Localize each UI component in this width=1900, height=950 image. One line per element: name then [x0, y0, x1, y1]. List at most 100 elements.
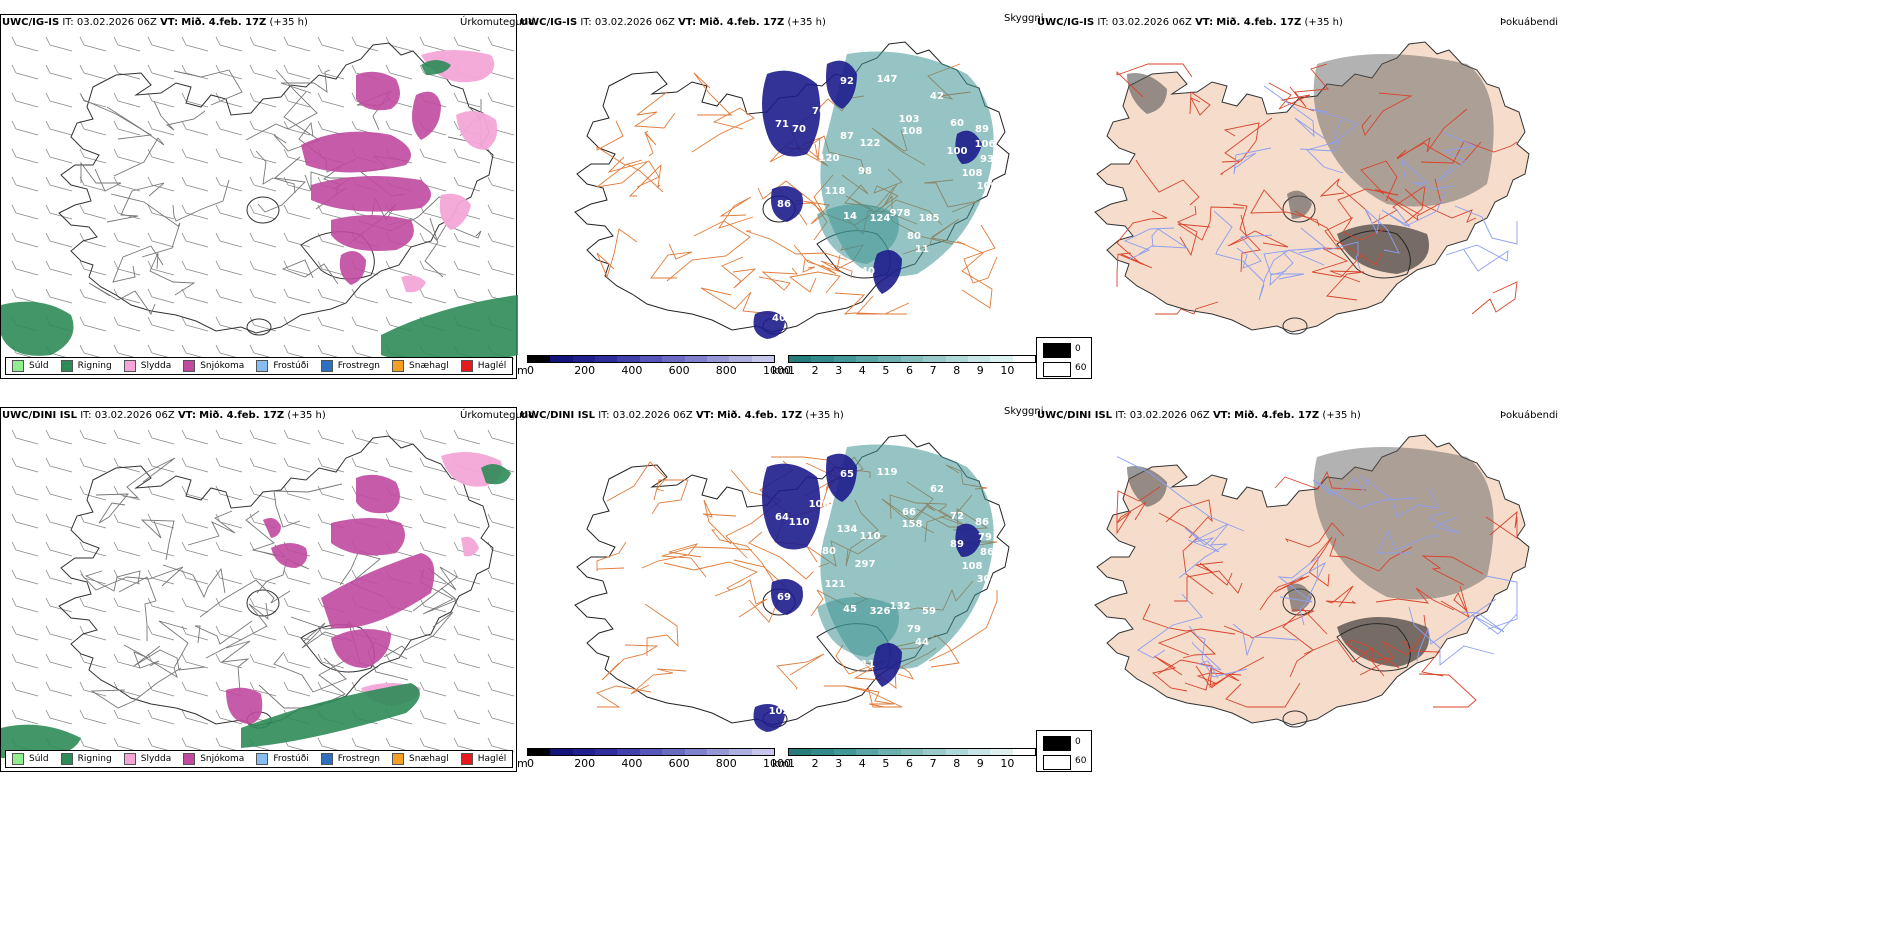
panel-header: UWC/DINI ISL IT: 03.02.2026 06Z VT: Mið.…: [520, 410, 844, 421]
wind-barb: [113, 260, 141, 276]
road: [273, 651, 347, 693]
wind-barb: [249, 64, 277, 80]
wind-barb: [283, 232, 311, 248]
cloud-base-value: 76: [812, 106, 826, 117]
legend-label: Frostregn: [337, 361, 381, 371]
wind-barb: [79, 120, 107, 136]
precip-type-map: [1, 429, 515, 759]
cloud-base-colorbar: m 0 200 400 600 800 1000: [517, 748, 791, 770]
cloud-base-value: 100: [809, 499, 830, 510]
snow-area: [263, 518, 281, 538]
colorbar-step: [789, 356, 812, 362]
cloud-base-area: [771, 185, 803, 222]
legend-swatch: [123, 360, 136, 372]
road: [80, 566, 184, 591]
panel-title-fog: Þokuábendi: [1500, 410, 1559, 421]
colorbar-step: [856, 749, 879, 755]
colorbar-ramp: [527, 748, 775, 756]
wind-barb: [317, 92, 345, 108]
sleet-area: [461, 536, 479, 557]
wind-barb: [283, 653, 311, 669]
colorbar-step: [729, 356, 752, 362]
wind-barb: [181, 232, 209, 248]
legend-item: Frostúði: [256, 360, 309, 372]
legend-label: Haglél: [477, 754, 507, 764]
wind-barb: [215, 316, 243, 332]
road: [140, 519, 175, 561]
wind-barb: [147, 709, 175, 725]
road: [1250, 189, 1320, 227]
wind-barb: [45, 148, 73, 164]
cloud-base-value: 86: [777, 199, 791, 210]
legend-label: Frostúði: [273, 754, 309, 764]
rain-area: [421, 60, 451, 75]
wind-barb: [11, 260, 39, 276]
wind-barb: [147, 681, 175, 697]
wind-barb: [181, 513, 209, 529]
init-time: 03.02.2026 06Z: [94, 410, 175, 421]
wind-barb: [317, 653, 345, 669]
wind-barb: [215, 232, 243, 248]
init-label: IT:: [1097, 17, 1109, 28]
snow-area: [226, 687, 263, 724]
wind-barb: [11, 36, 39, 52]
wind-barb: [113, 120, 141, 136]
colorbar-step: [572, 749, 596, 755]
wind-barb: [147, 36, 175, 52]
wind-barb: [283, 597, 311, 613]
road: [172, 179, 230, 222]
legend-label: Snjókoma: [200, 754, 245, 764]
road: [1396, 141, 1482, 166]
wind-barb: [317, 429, 345, 445]
road: [1232, 203, 1261, 273]
wind-barb: [351, 36, 379, 52]
road: [1324, 477, 1370, 495]
wind-barb: [79, 597, 107, 613]
wind-barb: [147, 120, 175, 136]
fog-label: 0: [1075, 737, 1081, 747]
cloud-base-value: 106: [975, 139, 996, 150]
wind-barb: [79, 485, 107, 501]
glacier-outline: [300, 231, 375, 280]
wind-barb: [113, 513, 141, 529]
visibility-area: [817, 597, 899, 657]
road: [776, 653, 825, 690]
wind-barb: [215, 64, 243, 80]
cloud-base-value: 66: [902, 507, 916, 518]
colorbar-tick: 2: [811, 364, 819, 377]
wind-barb: [11, 625, 39, 641]
legend-swatch: [60, 753, 73, 765]
panel-header: UWC/DINI ISL IT: 03.02.2026 06Z VT: Mið.…: [1037, 410, 1361, 421]
colorbar-step: [550, 749, 573, 755]
colorbar-tick: 1: [788, 364, 795, 377]
road: [606, 461, 667, 502]
precip-legend: Súld Rigning Slydda Snjókoma Frostúði Frostre…: [5, 357, 514, 375]
rain-area: [481, 464, 511, 485]
road: [1294, 210, 1383, 266]
cloud-base-value: 326: [870, 606, 891, 617]
colorbar-step: [990, 356, 1013, 362]
road: [194, 620, 253, 645]
cloud-base-value: 93: [980, 154, 994, 165]
wind-barb: [487, 176, 515, 192]
road: [1227, 214, 1289, 248]
road: [693, 72, 733, 116]
visibility-panel: 92 76 147 42 71 70 87 103 60 120 122 108 89 106 93 98 10…: [517, 14, 1037, 379]
panel-title-visibility: Skyggni: [1004, 13, 1044, 24]
wind-barb: [419, 513, 447, 529]
sleet-area: [401, 275, 426, 293]
road: [255, 150, 296, 194]
snow-area: [301, 131, 411, 173]
colorbar-step: [617, 749, 640, 755]
wind-barb: [385, 64, 413, 80]
colorbar-step: [706, 749, 730, 755]
wind-barb: [453, 288, 481, 304]
wind-barb: [79, 653, 107, 669]
cloud-base-value: 44: [915, 637, 929, 648]
fog-swatch: [1043, 362, 1071, 377]
colorbar-step: [923, 749, 946, 755]
road: [1165, 499, 1213, 539]
wind-barb: [181, 260, 209, 276]
legend-swatch: [460, 753, 473, 765]
road: [1290, 561, 1327, 626]
